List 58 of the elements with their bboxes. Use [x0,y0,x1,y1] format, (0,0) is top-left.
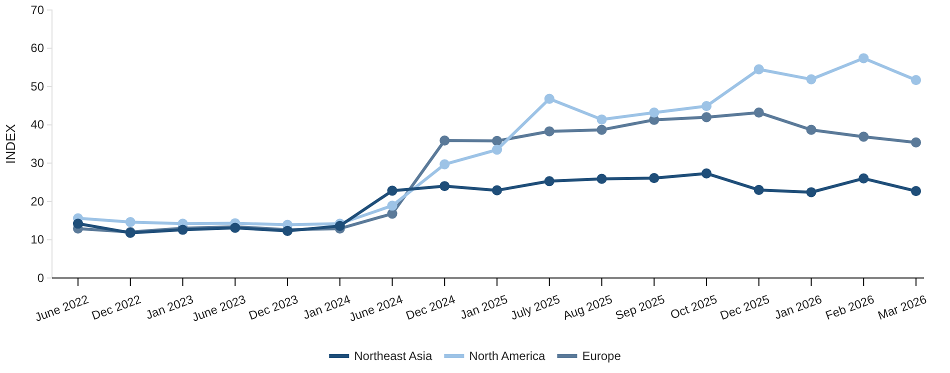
point [910,186,922,196]
point [701,168,712,179]
point [387,186,398,196]
x-tick-label: Mar 2026 [876,292,929,323]
point [754,108,764,118]
y-tick-label: 0 [37,270,44,285]
point [544,176,554,186]
x-tick-label: Aug 2025 [561,292,615,323]
point [544,94,554,104]
point [596,114,607,125]
point [806,74,816,84]
point [440,136,450,146]
point [806,124,816,135]
point [858,173,869,184]
point [858,132,869,142]
point [387,200,398,211]
x-tick-label: June 2022 [33,292,91,324]
y-tick-label: 70 [30,2,44,17]
y-tick-label: 40 [30,118,44,132]
x-tick-label: Jan 2026 [772,292,824,322]
point [701,112,712,122]
point [649,173,660,184]
x-tick-label: Dec 2023 [246,292,300,323]
point [440,159,450,170]
y-tick-label: 50 [30,79,44,94]
x-tick-label: July 2025 [508,292,562,323]
legend-label: Europe [582,349,622,363]
point [492,185,502,196]
legend-label: North America [469,349,546,363]
point [596,174,607,184]
y-tick-label: 20 [30,194,44,208]
x-tick-label: Dec 2024 [404,292,458,323]
y-tick-label: 30 [30,156,44,170]
x-tick-label: Feb 2026 [824,292,876,323]
point [492,144,502,155]
point [544,126,554,136]
point [806,187,816,198]
x-tick-label: Jan 2025 [458,292,510,322]
point [72,218,84,229]
point [492,136,502,146]
x-tick-label: Oct 2025 [668,292,720,322]
point [910,137,922,148]
point [440,181,450,192]
y-tick-label: 60 [30,41,44,56]
point [701,101,712,112]
x-tick-label: Sep 2025 [614,292,667,323]
y-axis-title: INDEX [3,124,18,164]
point [858,53,869,64]
x-tick-label: Dec 2022 [90,292,144,323]
point [596,124,607,135]
point [910,75,922,86]
point [754,184,764,195]
point [125,217,136,228]
y-tick-label: 10 [30,232,44,247]
point [649,108,660,118]
point [754,64,764,74]
x-tick-label: Dec 2025 [718,292,772,323]
legend-label: Northeast Asia [354,349,432,363]
